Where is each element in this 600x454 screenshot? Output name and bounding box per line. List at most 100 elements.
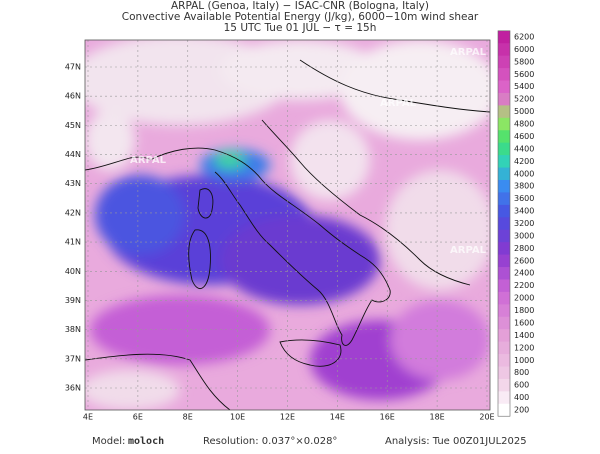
colorbar-swatch bbox=[498, 341, 510, 355]
colorbar-swatch bbox=[498, 378, 510, 392]
colorbar-label: 4000 bbox=[514, 169, 534, 178]
colorbar-swatch bbox=[498, 279, 510, 293]
colorbar-label: 1000 bbox=[514, 356, 534, 365]
colorbar-swatch bbox=[498, 167, 510, 181]
colorbar-swatch bbox=[498, 242, 510, 256]
lon-label: 18E bbox=[430, 413, 445, 422]
colorbar-label: 5600 bbox=[514, 70, 534, 79]
footer-resolution: Resolution: 0.037°×0.028° bbox=[203, 436, 337, 447]
colorbar-label: 2000 bbox=[514, 294, 534, 303]
colorbar-label: 5400 bbox=[514, 82, 534, 91]
colorbar-label: 5200 bbox=[514, 95, 534, 104]
footer-model: moloch bbox=[128, 436, 164, 447]
colorbar-label: 3000 bbox=[514, 231, 534, 240]
title-line: Convective Available Potential Energy (J… bbox=[122, 11, 479, 23]
lon-label: 10E bbox=[230, 413, 245, 422]
watermark: ARPAL bbox=[450, 47, 487, 58]
colorbar-label: 1200 bbox=[514, 343, 534, 352]
colorbar-label: 1600 bbox=[514, 318, 534, 327]
footer-analysis: Analysis: Tue 00Z01JUL2025 bbox=[385, 436, 527, 447]
colorbar-swatch bbox=[498, 204, 510, 218]
colorbar-swatch bbox=[498, 229, 510, 243]
colorbar-label: 1400 bbox=[514, 331, 534, 340]
colorbar-swatch bbox=[498, 92, 510, 106]
lat-label: 40N bbox=[65, 267, 81, 276]
colorbar-label: 400 bbox=[514, 393, 529, 402]
lat-label: 36N bbox=[65, 384, 81, 393]
colorbar-swatch bbox=[498, 304, 510, 318]
lat-label: 43N bbox=[65, 179, 81, 188]
colorbar-swatch bbox=[498, 43, 510, 57]
lat-label: 39N bbox=[65, 296, 81, 305]
colorbar-swatch bbox=[498, 179, 510, 193]
colorbar-label: 800 bbox=[514, 368, 529, 377]
colorbar-swatch bbox=[498, 30, 510, 44]
colorbar-swatch bbox=[498, 403, 510, 417]
colorbar-swatch bbox=[498, 291, 510, 305]
colorbar-swatch bbox=[498, 130, 510, 144]
watermark: ARPAL bbox=[380, 98, 417, 109]
map-frame bbox=[84, 39, 491, 411]
colorbar-swatch bbox=[498, 254, 510, 268]
lat-label: 37N bbox=[65, 354, 81, 363]
colorbar-label: 5800 bbox=[514, 57, 534, 66]
lon-label: 12E bbox=[280, 413, 295, 422]
colorbar-swatch bbox=[498, 316, 510, 330]
colorbar-swatch bbox=[498, 155, 510, 169]
colorbar-label: 3200 bbox=[514, 219, 534, 228]
colorbar-frame bbox=[497, 30, 511, 417]
lat-label: 45N bbox=[65, 121, 81, 130]
lat-label: 38N bbox=[65, 325, 81, 334]
colorbar-swatch bbox=[498, 142, 510, 156]
colorbar-label: 3800 bbox=[514, 182, 534, 191]
lon-label: 14E bbox=[330, 413, 345, 422]
title-line: ARPAL (Genoa, Italy) − ISAC-CNR (Bologna… bbox=[171, 0, 429, 12]
colorbar-label: 3600 bbox=[514, 194, 534, 203]
lon-label: 16E bbox=[380, 413, 395, 422]
colorbar-swatch bbox=[498, 80, 510, 94]
colorbar-label: 600 bbox=[514, 381, 529, 390]
cape-field bbox=[85, 40, 490, 410]
colorbar-swatch bbox=[498, 55, 510, 69]
colorbar-swatch bbox=[498, 329, 510, 343]
lat-label: 44N bbox=[65, 150, 81, 159]
graticule bbox=[85, 40, 490, 410]
colorbar-label: 4800 bbox=[514, 120, 534, 129]
title-line: 15 UTC Tue 01 JUL − τ = 15h bbox=[224, 22, 377, 34]
colorbar-label: 4600 bbox=[514, 132, 534, 141]
colorbar-swatch bbox=[498, 117, 510, 131]
map-field: ARPAL ARPAL ARPAL ARPAL bbox=[85, 40, 490, 410]
colorbar-label: 2200 bbox=[514, 281, 534, 290]
colorbar-label: 1800 bbox=[514, 306, 534, 315]
lon-label: 6E bbox=[133, 413, 143, 422]
colorbar-swatch bbox=[498, 217, 510, 231]
lat-label: 47N bbox=[65, 63, 81, 72]
colorbar-label: 4200 bbox=[514, 157, 534, 166]
colorbar-label: 6200 bbox=[514, 33, 534, 42]
colorbar-label: 4400 bbox=[514, 144, 534, 153]
lat-label: 41N bbox=[65, 238, 81, 247]
colorbar-label: 200 bbox=[514, 406, 529, 415]
colorbar-swatch bbox=[498, 267, 510, 280]
lon-label: 8E bbox=[183, 413, 193, 422]
colorbar-swatch bbox=[498, 366, 510, 380]
lat-label: 46N bbox=[65, 92, 81, 101]
colorbar: 6200 6000 5800 5600 5400 5200 5000 4800 4600 4400… bbox=[497, 30, 534, 417]
colorbar-label: 3400 bbox=[514, 207, 534, 216]
coastlines bbox=[85, 59, 490, 410]
watermark: ARPAL bbox=[130, 155, 167, 166]
lon-label: 4E bbox=[83, 413, 93, 422]
colorbar-swatch bbox=[498, 68, 510, 82]
colorbar-label: 2400 bbox=[514, 269, 534, 278]
colorbar-label: 2800 bbox=[514, 244, 534, 253]
colorbar-label: 5000 bbox=[514, 107, 534, 116]
lat-label: 42N bbox=[65, 208, 81, 217]
colorbar-label: 6000 bbox=[514, 45, 534, 54]
lon-label: 20E bbox=[479, 413, 494, 422]
colorbar-swatch bbox=[498, 391, 510, 405]
watermark: ARPAL bbox=[450, 245, 487, 256]
colorbar-swatch bbox=[498, 354, 510, 367]
colorbar-label: 2600 bbox=[514, 256, 534, 265]
footer-model-label: Model: bbox=[92, 436, 125, 447]
